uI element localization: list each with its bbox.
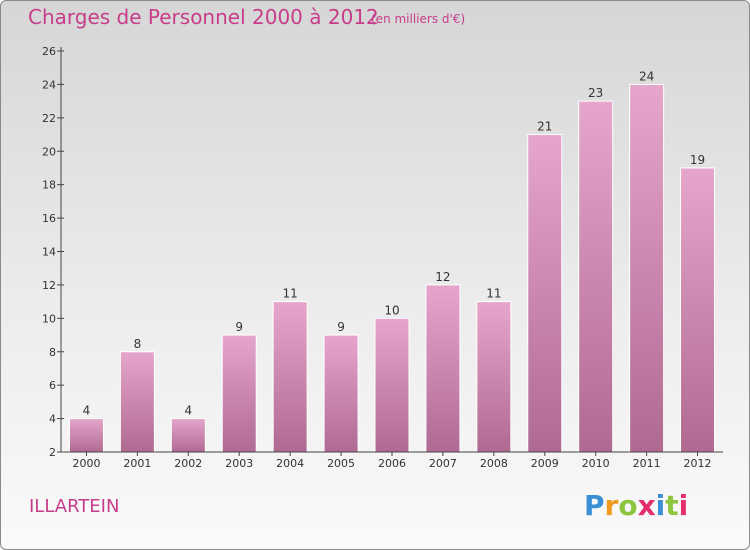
logo-letter: x xyxy=(637,489,656,522)
x-tick-label: 2006 xyxy=(378,457,406,470)
bar-value-label: 11 xyxy=(486,287,501,301)
y-tick-label: 10 xyxy=(42,312,56,325)
bars-layer: 4 8 4 9 11 9 10 12 11 21 23 24 19 xyxy=(68,69,716,453)
y-tick-label: 14 xyxy=(42,246,56,259)
bar xyxy=(680,167,716,453)
bar-value-label: 24 xyxy=(639,69,654,83)
x-tick-label: 2002 xyxy=(174,457,202,470)
x-tick-label: 2010 xyxy=(582,457,610,470)
proxiti-logo[interactable]: Proxiti xyxy=(584,489,688,522)
bar xyxy=(221,334,257,453)
bar-value-label: 11 xyxy=(283,287,298,301)
bar xyxy=(527,134,563,453)
x-tick-label: 2009 xyxy=(531,457,559,470)
y-tick-label: 6 xyxy=(49,379,56,392)
x-tick-label: 2005 xyxy=(327,457,355,470)
bar-value-label: 19 xyxy=(690,153,705,167)
y-tick-label: 24 xyxy=(42,78,56,91)
logo-letter: i xyxy=(655,489,666,522)
logo-letter: o xyxy=(618,489,638,522)
x-tick-label: 2001 xyxy=(123,457,151,470)
chart-title: Charges de Personnel 2000 à 2012 xyxy=(28,5,379,29)
bar xyxy=(323,334,359,453)
y-tick-label: 4 xyxy=(49,413,56,426)
bar xyxy=(170,418,206,453)
y-tick-label: 18 xyxy=(42,179,56,192)
bar-value-label: 10 xyxy=(384,303,399,317)
y-tick-label: 20 xyxy=(42,145,56,158)
bar xyxy=(68,418,104,453)
y-tick-label: 2 xyxy=(49,446,56,459)
bar-value-label: 4 xyxy=(83,404,91,418)
bar-value-label: 9 xyxy=(337,320,345,334)
bar xyxy=(578,100,614,453)
axes-layer: 2000 2001 2002 2003 2004 2005 2006 2007 2008 2009… xyxy=(42,45,723,470)
bar xyxy=(425,284,461,453)
bar-value-label: 21 xyxy=(537,120,552,134)
bar xyxy=(629,83,665,453)
y-tick-label: 12 xyxy=(42,279,56,292)
logo-letter: P xyxy=(584,489,605,522)
logo-letter: r xyxy=(604,489,619,522)
x-tick-label: 2003 xyxy=(225,457,253,470)
x-tick-label: 2008 xyxy=(480,457,508,470)
x-tick-label: 2012 xyxy=(684,457,712,470)
x-tick-label: 2007 xyxy=(429,457,457,470)
bar-value-label: 12 xyxy=(435,270,450,284)
y-tick-label: 16 xyxy=(42,212,56,225)
bar-value-label: 4 xyxy=(184,404,192,418)
y-tick-label: 26 xyxy=(42,45,56,58)
logo-letter: t xyxy=(665,489,679,522)
bar xyxy=(119,351,155,453)
bar xyxy=(476,301,512,453)
y-tick-label: 22 xyxy=(42,112,56,125)
bar-value-label: 8 xyxy=(134,337,142,351)
bar-value-label: 23 xyxy=(588,86,603,100)
commune-name: ILLARTEIN xyxy=(29,496,120,517)
logo-letter: i xyxy=(678,489,689,522)
y-tick-label: 8 xyxy=(49,346,56,359)
bar-value-label: 9 xyxy=(235,320,243,334)
x-tick-label: 2011 xyxy=(633,457,661,470)
x-tick-label: 2004 xyxy=(276,457,304,470)
x-tick-label: 2000 xyxy=(72,457,100,470)
bar xyxy=(374,317,410,453)
chart-subtitle: (en milliers d'€) xyxy=(371,12,466,26)
bar xyxy=(272,301,308,453)
